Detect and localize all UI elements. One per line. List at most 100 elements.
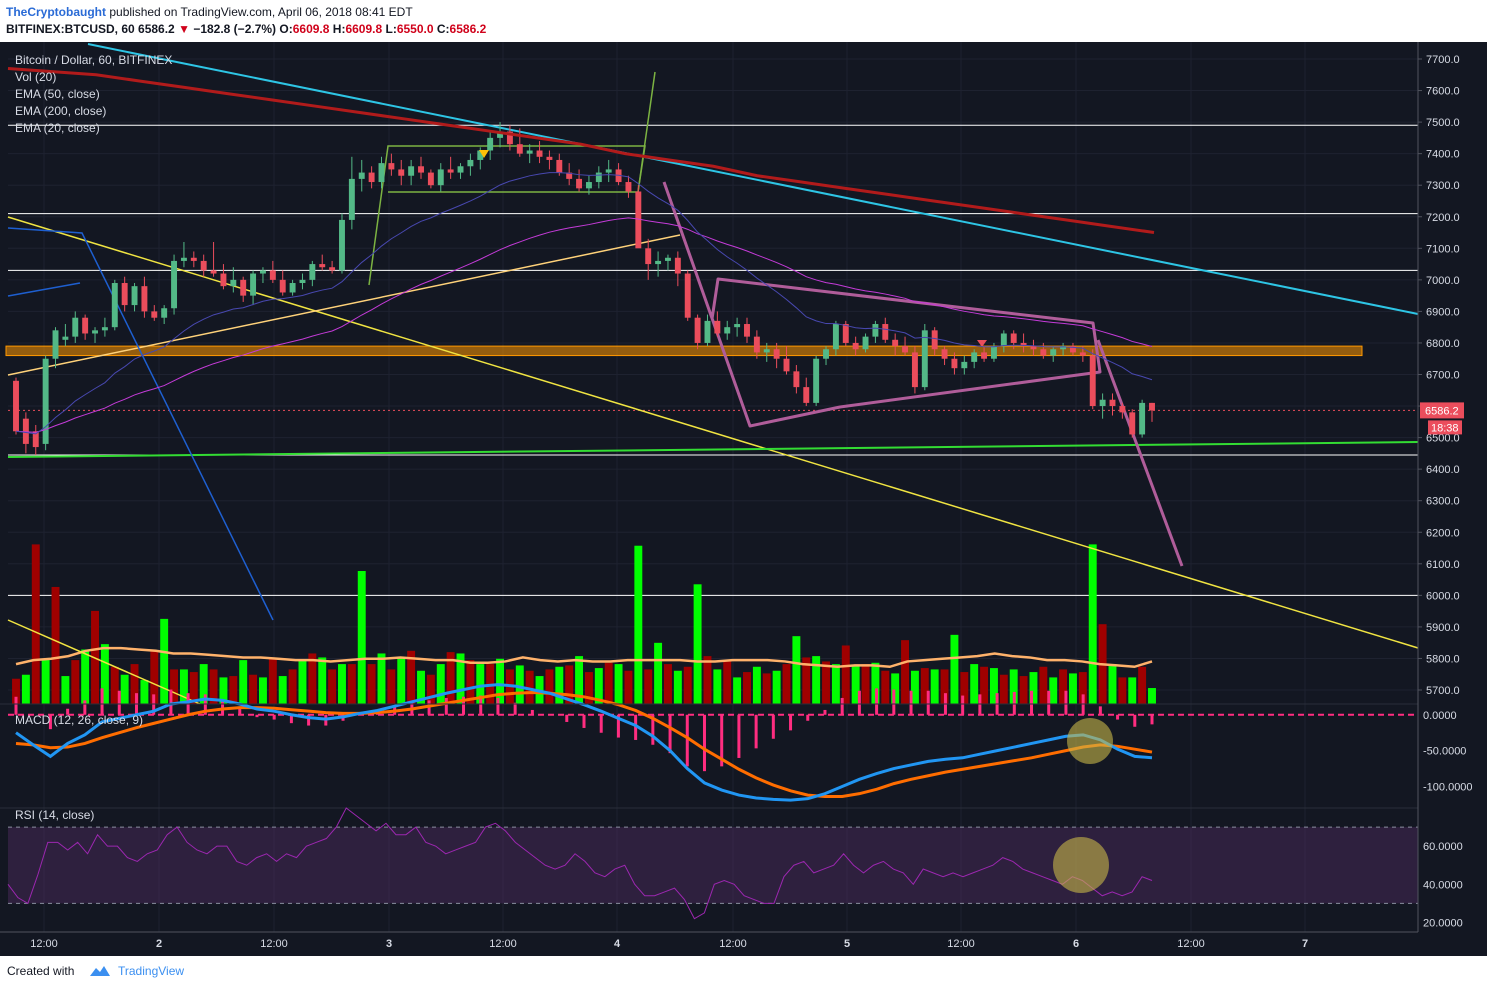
author-link[interactable]: TheCryptobaught xyxy=(6,5,106,19)
candle-body xyxy=(101,327,108,331)
price-tick-label: 7200.0 xyxy=(1426,212,1460,224)
volume-bar xyxy=(723,661,732,704)
highlight-circle xyxy=(1067,718,1113,764)
volume-bar xyxy=(950,634,959,704)
volume-bar xyxy=(910,670,919,704)
legend-ema200[interactable]: EMA (200, close) xyxy=(15,104,107,118)
volume-bar xyxy=(1029,672,1038,704)
volume-bar xyxy=(436,664,445,704)
volume-bar xyxy=(999,674,1008,704)
candle-body xyxy=(121,283,128,306)
volume-bar xyxy=(1148,688,1156,704)
volume-bar xyxy=(851,665,860,704)
volume-bar xyxy=(762,673,771,704)
candle-body xyxy=(882,324,889,340)
candle-body xyxy=(259,270,266,274)
macd-histogram-bar xyxy=(1081,694,1085,715)
volume-bar xyxy=(377,653,386,704)
price-tick-label: 6700.0 xyxy=(1426,370,1460,382)
tradingview-cloud-icon xyxy=(90,966,110,976)
volume-bar xyxy=(308,653,317,704)
macd-histogram-bar xyxy=(83,700,87,715)
volume-bar xyxy=(515,665,524,704)
open-label: O: xyxy=(279,22,293,36)
last-price-badge-label: 6586.2 xyxy=(1425,405,1459,417)
candle-body xyxy=(852,342,859,350)
macd-histogram-bar xyxy=(14,696,18,715)
countdown-label: 18:38 xyxy=(1431,422,1459,434)
legend-macd[interactable]: MACD (12, 26, close, 9) xyxy=(15,713,144,727)
blue-trendline xyxy=(7,227,274,621)
macd-histogram-bar xyxy=(530,709,534,715)
candle-body xyxy=(813,358,820,403)
volume-bar xyxy=(219,677,228,704)
candle-body xyxy=(585,182,592,189)
time-tick-label: 12:00 xyxy=(719,938,747,950)
candle-body xyxy=(358,172,365,179)
last-price: 6586.2 xyxy=(138,22,175,36)
price-tick-label: 6900.0 xyxy=(1426,306,1460,318)
time-tick-label: 12:00 xyxy=(30,938,58,950)
macd-histogram-bar xyxy=(582,714,586,728)
ema20-line xyxy=(15,172,1153,435)
legend-ema20[interactable]: EMA (20, close) xyxy=(15,121,100,135)
volume-bar xyxy=(980,666,989,704)
volume-bar xyxy=(387,669,396,704)
candle-body xyxy=(763,349,770,353)
volume-bar xyxy=(841,645,850,704)
green-support-line xyxy=(7,441,1419,458)
volume-bar xyxy=(328,669,337,704)
candle-body xyxy=(941,349,948,359)
volume-bar xyxy=(496,658,504,704)
legend-vol[interactable]: Vol (20) xyxy=(15,70,57,84)
volume-bar xyxy=(1078,672,1087,704)
volume-bar xyxy=(268,658,277,704)
volume-bar xyxy=(1059,669,1068,704)
close-label: C: xyxy=(436,22,450,36)
volume-bar xyxy=(782,664,791,704)
candle-body xyxy=(773,349,780,359)
candle-body xyxy=(210,270,217,274)
candle-body xyxy=(734,324,741,328)
volume-bar xyxy=(693,584,702,704)
candle-body xyxy=(911,352,918,388)
candle-body xyxy=(319,264,326,268)
volume-bar xyxy=(525,670,534,704)
time-tick-label: 12:00 xyxy=(947,938,975,950)
volume-bar xyxy=(1069,673,1077,704)
candle-body xyxy=(348,178,355,220)
macd-line xyxy=(15,683,1153,802)
volume-bar xyxy=(575,656,584,704)
candle-body xyxy=(714,320,721,334)
candle-body xyxy=(378,163,385,183)
candle-body xyxy=(1139,402,1146,435)
legend-ema50[interactable]: EMA (50, close) xyxy=(15,87,100,101)
chart-canvas[interactable]: 7700.0 7600.0 7500.0 7400.0 7300.0 7200.0 7100… xyxy=(0,42,1487,956)
volume-bar xyxy=(1108,664,1117,704)
macd-histogram-bar xyxy=(1150,714,1154,725)
open-value: 6609.8 xyxy=(292,22,330,36)
candle-body xyxy=(42,358,49,444)
candle-body xyxy=(645,248,652,265)
symbol-name: BITFINEX:BTCUSD, 60 xyxy=(6,22,135,36)
macd-histogram-bar xyxy=(961,695,965,715)
candle-body xyxy=(1149,402,1155,411)
candle-body xyxy=(339,219,345,271)
candle-body xyxy=(526,150,533,154)
legend-rsi[interactable]: RSI (14, close) xyxy=(15,808,95,822)
volume-bar xyxy=(960,672,969,704)
price-tick-label: 6200.0 xyxy=(1426,527,1460,539)
volume-bar xyxy=(772,670,781,704)
volume-bar xyxy=(407,650,416,704)
volume-bar xyxy=(476,664,485,704)
macd-histogram-bar xyxy=(823,709,827,715)
last-price-badge xyxy=(1420,402,1464,419)
footer: Created with TradingView xyxy=(0,956,1487,989)
tradingview-link[interactable]: TradingView xyxy=(118,964,185,978)
candle-body xyxy=(408,166,415,176)
macd-histogram-bar xyxy=(1098,706,1102,715)
macd-histogram-bar xyxy=(892,689,896,715)
macd-histogram-bar xyxy=(857,690,861,715)
volume-bar xyxy=(565,665,574,704)
volume-bar xyxy=(417,670,425,704)
